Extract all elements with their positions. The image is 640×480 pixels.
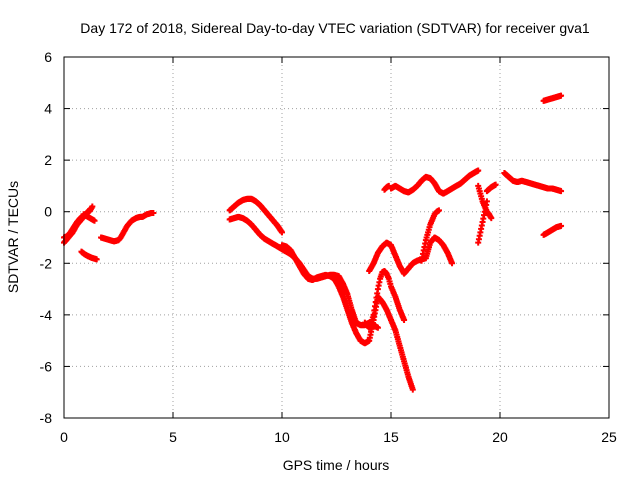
data-points: [61, 92, 565, 393]
data-point: [492, 181, 499, 188]
x-tick-label: 20: [492, 429, 508, 445]
y-tick-label: -8: [40, 410, 53, 426]
data-point: [385, 182, 392, 189]
data-series-9: [366, 234, 456, 277]
data-point: [483, 198, 490, 205]
plot-frame: [63, 56, 610, 419]
data-point: [150, 210, 157, 217]
data-point: [89, 203, 96, 210]
data-series-15: [483, 181, 499, 195]
x-tick-label: 5: [169, 429, 177, 445]
y-tick-label: 2: [44, 152, 52, 168]
data-point: [475, 167, 482, 174]
data-series-17: [540, 222, 565, 238]
data-series-5: [226, 195, 285, 236]
x-tick-label: 15: [383, 429, 399, 445]
data-series-14: [475, 198, 490, 246]
x-axis-ticks: 0 5 10 15 20 25: [60, 57, 617, 445]
data-point: [279, 229, 285, 236]
y-axis-label: SDTVAR / TECUs: [5, 181, 21, 293]
grid-lines: [64, 57, 609, 418]
x-tick-label: 0: [60, 429, 68, 445]
data-point: [93, 256, 100, 263]
data-series-10: [418, 207, 442, 264]
x-tick-label: 10: [274, 429, 290, 445]
data-series-4: [98, 210, 157, 245]
data-series-7: [279, 242, 416, 393]
data-point: [558, 222, 565, 229]
x-tick-label: 25: [601, 429, 617, 445]
data-point: [558, 188, 565, 195]
y-tick-label: 6: [44, 49, 52, 65]
y-tick-label: 0: [44, 204, 52, 220]
data-point: [374, 324, 381, 331]
data-series-12: [381, 182, 392, 193]
data-series-1: [61, 203, 96, 241]
data-point: [91, 217, 98, 224]
data-series-8: [361, 268, 408, 331]
data-series-16: [501, 170, 565, 195]
data-point: [435, 207, 442, 214]
data-series-3: [78, 248, 100, 263]
data-series-18: [540, 92, 565, 104]
data-point: [449, 260, 456, 267]
x-axis-label: GPS time / hours: [283, 457, 390, 473]
y-axis-ticks: -8 -6 -4 -2 0 2 4 6: [40, 49, 609, 426]
data-series-11: [388, 167, 482, 197]
chart-title: Day 172 of 2018, Sidereal Day-to-day VTE…: [80, 20, 590, 36]
y-tick-label: -4: [40, 307, 53, 323]
y-tick-label: -6: [40, 358, 53, 374]
data-point: [409, 386, 416, 393]
y-tick-label: 4: [44, 101, 52, 117]
data-point: [558, 92, 565, 99]
data-point: [401, 317, 408, 324]
data-point: [488, 215, 495, 222]
y-tick-label: -2: [40, 255, 53, 271]
data-series-2: [80, 211, 98, 224]
